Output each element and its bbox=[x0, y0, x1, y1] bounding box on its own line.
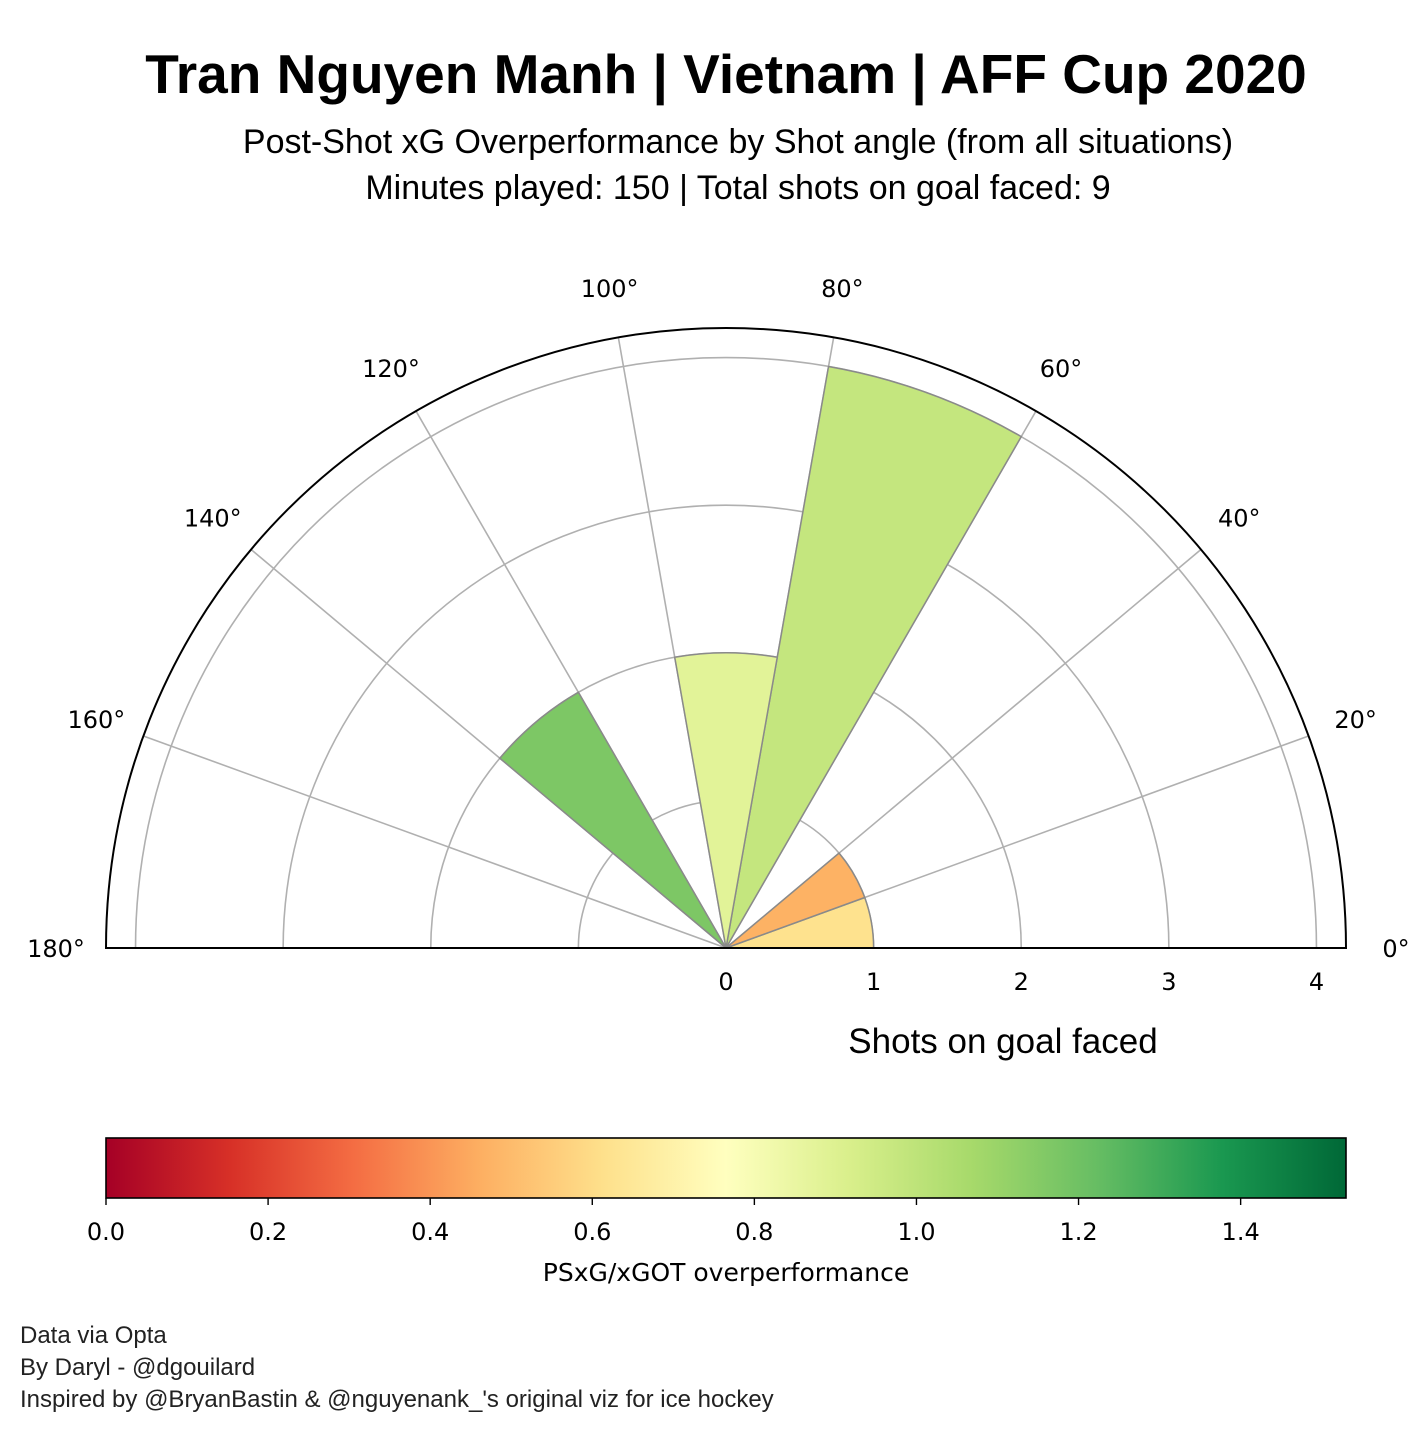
theta-tick-label: 180° bbox=[27, 935, 85, 963]
chart-title: Tran Nguyen Manh | Vietnam | AFF Cup 202… bbox=[145, 43, 1307, 105]
credit-author: By Daryl - @dgouilard bbox=[20, 1354, 256, 1381]
credit-data-source: Data via Opta bbox=[20, 1322, 167, 1349]
polar-bar-20-40 bbox=[725, 852, 866, 949]
colorbar-tick-label: 0.6 bbox=[573, 1218, 611, 1246]
colorbar-tick-label: 0.2 bbox=[249, 1218, 287, 1246]
polar-bars bbox=[498, 365, 1023, 949]
theta-tick-label: 140° bbox=[184, 504, 242, 532]
colorbar-gradient bbox=[105, 1137, 1347, 1199]
r-tick-labels: 0 1 2 3 4 bbox=[718, 968, 1324, 996]
r-tick-label: 1 bbox=[866, 968, 881, 996]
colorbar-tick-label: 1.4 bbox=[1222, 1218, 1260, 1246]
r-tick-label: 3 bbox=[1161, 968, 1176, 996]
theta-tick-label: 80° bbox=[821, 275, 864, 303]
theta-tick-label: 60° bbox=[1040, 355, 1083, 383]
colorbar: 0.0 0.2 0.4 0.6 0.8 1.0 1.2 1.4 bbox=[87, 1137, 1347, 1246]
credits: Data via Opta By Daryl - @dgouilard Insp… bbox=[20, 1320, 774, 1416]
theta-tick-label: 0° bbox=[1382, 935, 1409, 963]
theta-tick-label: 100° bbox=[581, 275, 639, 303]
colorbar-label: PSxG/xGOT overperformance bbox=[543, 1258, 909, 1287]
r-tick-label: 0 bbox=[718, 968, 733, 996]
theta-tick-label: 120° bbox=[362, 355, 420, 383]
colorbar-tick-label: 1.0 bbox=[897, 1218, 935, 1246]
polar-bar-80-100 bbox=[673, 652, 779, 949]
theta-tick-label: 160° bbox=[67, 706, 125, 734]
chart-subtitle-stats: Minutes played: 150 | Total shots on goa… bbox=[365, 169, 1111, 207]
r-tick-label: 2 bbox=[1014, 968, 1029, 996]
r-gridline bbox=[282, 504, 1170, 949]
r-gridline bbox=[134, 356, 1318, 949]
theta-tick-label: 20° bbox=[1334, 706, 1377, 734]
polar-frame bbox=[104, 327, 1348, 949]
colorbar-tick-label: 0.8 bbox=[735, 1218, 773, 1246]
theta-tick-label: 40° bbox=[1218, 504, 1261, 532]
r-tick-label: 4 bbox=[1309, 968, 1324, 996]
theta-tick-labels: 0° 20° 40° 60° 80° 100° 120° 140° 160° 180° bbox=[27, 275, 1410, 963]
polar-bar-60-80 bbox=[725, 365, 1023, 949]
polar-spine bbox=[104, 327, 1348, 949]
polar-bar-120-140 bbox=[498, 691, 727, 949]
theta-gridline bbox=[143, 735, 727, 949]
colorbar-tick-label: 1.2 bbox=[1059, 1218, 1097, 1246]
colorbar-tick-label: 0.4 bbox=[411, 1218, 449, 1246]
r-axis-label: Shots on goal faced bbox=[848, 1022, 1157, 1061]
credit-inspiration: Inspired by @BryanBastin & @nguyenank_'s… bbox=[20, 1386, 774, 1413]
colorbar-tick-label: 0.0 bbox=[87, 1218, 125, 1246]
chart-subtitle: Post-Shot xG Overperformance by Shot ang… bbox=[242, 123, 1234, 161]
